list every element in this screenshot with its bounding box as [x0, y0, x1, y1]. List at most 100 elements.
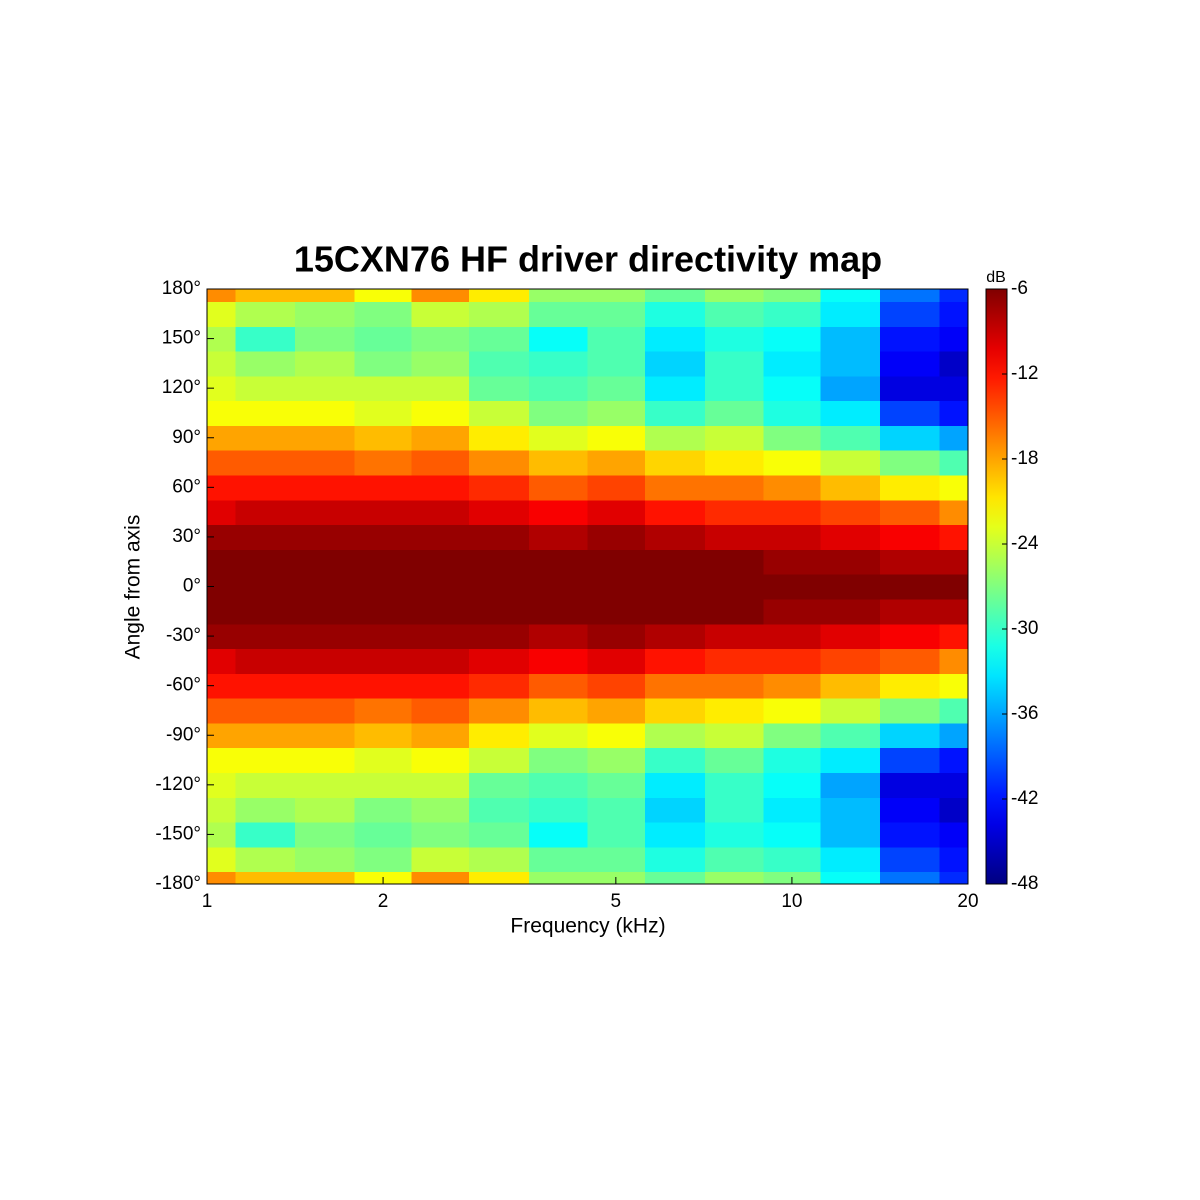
heat-cell	[939, 673, 969, 699]
heat-cell	[939, 289, 969, 302]
heat-cell	[587, 425, 646, 451]
heat-cell	[354, 747, 413, 774]
heat-cell	[528, 425, 589, 451]
heat-cell	[704, 871, 765, 885]
heat-cell	[879, 450, 941, 476]
heat-cell	[587, 623, 646, 650]
heat-cell	[235, 797, 296, 823]
heat-cell	[939, 499, 969, 526]
heat-cell	[820, 425, 881, 451]
heat-cell	[939, 698, 969, 724]
x-tick-label: 20	[957, 891, 978, 912]
heat-cell	[879, 549, 941, 575]
x-tick-label: 10	[781, 891, 802, 912]
heat-cell	[645, 549, 706, 575]
heat-cell	[411, 797, 470, 823]
heat-cell	[528, 524, 589, 550]
heat-cell	[207, 400, 236, 426]
heat-cell	[354, 772, 413, 798]
heat-cell	[939, 747, 969, 774]
y-tick-label: -180°	[155, 873, 201, 894]
heat-cell	[879, 326, 941, 352]
y-axis-label: Angle from axis	[122, 515, 145, 660]
heat-cell	[354, 797, 413, 823]
heat-cell	[587, 598, 646, 625]
heat-cell	[704, 549, 765, 575]
heat-cell	[763, 698, 821, 724]
heat-cell	[528, 797, 589, 823]
heat-cell	[704, 822, 765, 848]
heat-cell	[469, 350, 530, 377]
heat-cell	[763, 425, 821, 451]
heat-cell	[207, 301, 236, 327]
heat-cell	[587, 450, 646, 476]
heat-cell	[939, 772, 969, 798]
heat-cell	[235, 326, 296, 352]
heat-cell	[820, 450, 881, 476]
heat-cell	[704, 598, 765, 625]
heat-cell	[295, 673, 356, 699]
colorbar-tick-label: -42	[1011, 788, 1038, 809]
heat-cell	[354, 400, 413, 426]
heat-cell	[587, 574, 646, 600]
heat-cell	[879, 375, 941, 402]
heat-cell	[411, 722, 470, 749]
heat-cell	[879, 747, 941, 774]
heat-cell	[879, 772, 941, 798]
heat-cell	[235, 549, 296, 575]
heat-cell	[528, 301, 589, 327]
heat-cell	[354, 698, 413, 724]
heat-cell	[411, 648, 470, 674]
heat-cell	[469, 326, 530, 352]
heat-cell	[354, 425, 413, 451]
heat-cell	[645, 524, 706, 550]
heat-cell	[295, 499, 356, 526]
heat-cell	[469, 846, 530, 873]
heat-cell	[704, 623, 765, 650]
heat-cell	[295, 648, 356, 674]
heat-cell	[469, 623, 530, 650]
heat-cell	[820, 871, 881, 885]
heat-cell	[528, 822, 589, 848]
heat-cell	[528, 375, 589, 402]
heat-cell	[235, 623, 296, 650]
heat-cell	[528, 574, 589, 600]
heat-cell	[469, 524, 530, 550]
heat-cell	[235, 648, 296, 674]
heat-cell	[939, 648, 969, 674]
heat-cell	[820, 574, 881, 600]
heat-cell	[207, 871, 236, 885]
heat-cell	[354, 289, 413, 302]
heat-cell	[820, 499, 881, 526]
heat-cell	[820, 698, 881, 724]
heat-cell	[235, 400, 296, 426]
heat-cell	[469, 598, 530, 625]
heat-cell	[411, 846, 470, 873]
heat-cell	[939, 524, 969, 550]
heat-cell	[704, 450, 765, 476]
colorbar-tick-label: -36	[1011, 703, 1038, 724]
heat-cell	[879, 846, 941, 873]
heat-cell	[939, 722, 969, 749]
heat-cell	[207, 350, 236, 377]
heat-cell	[704, 846, 765, 873]
heat-cell	[528, 549, 589, 575]
heat-cell	[879, 722, 941, 749]
heat-cell	[207, 747, 236, 774]
heat-cell	[354, 474, 413, 501]
heat-cell	[528, 747, 589, 774]
heat-cell	[820, 846, 881, 873]
heat-cell	[645, 722, 706, 749]
heat-cell	[763, 474, 821, 501]
heat-cell	[763, 524, 821, 550]
heat-cell	[879, 350, 941, 377]
y-tick-label: 90°	[172, 427, 201, 448]
heat-cell	[295, 822, 356, 848]
heat-cell	[354, 673, 413, 699]
y-tick-label: 30°	[172, 526, 201, 547]
heat-cell	[235, 574, 296, 600]
heat-cell	[469, 474, 530, 501]
y-tick-label: -120°	[155, 774, 201, 795]
heat-cell	[587, 499, 646, 526]
heat-cell	[411, 598, 470, 625]
